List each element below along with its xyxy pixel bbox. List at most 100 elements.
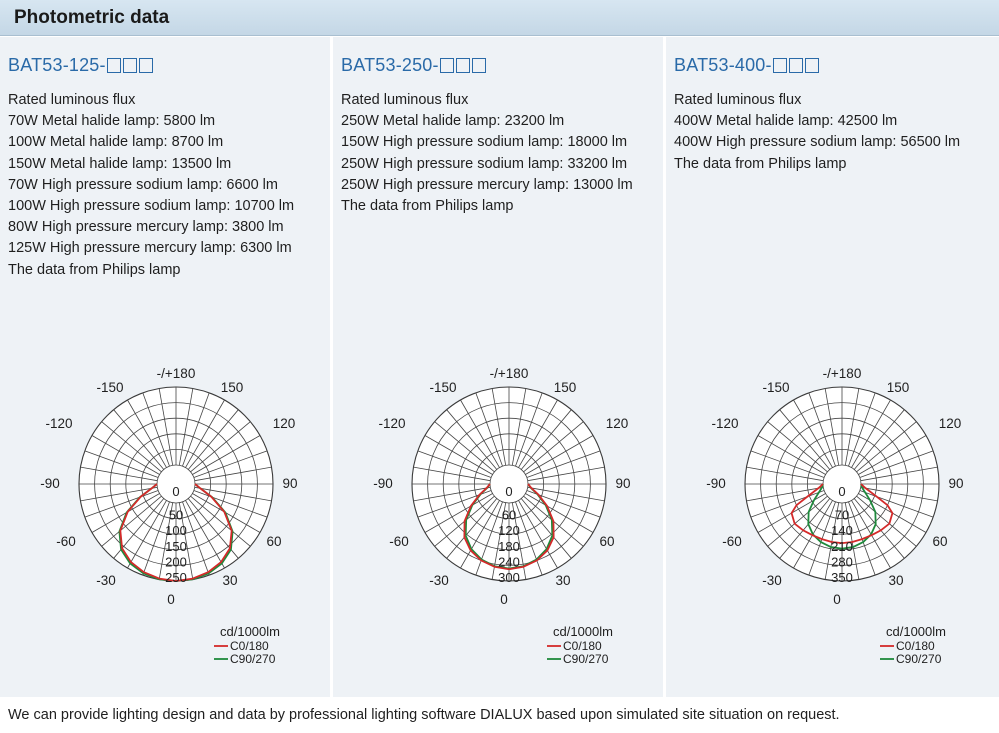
radial-value-label: 60 bbox=[502, 508, 516, 523]
polar-spoke bbox=[515, 392, 543, 467]
polar-spoke bbox=[142, 501, 170, 576]
radial-value-label: 240 bbox=[498, 554, 520, 569]
polar-spoke bbox=[527, 486, 605, 502]
model-suffix-boxes bbox=[439, 55, 488, 76]
angle-label: -/+180 bbox=[823, 366, 862, 381]
flux-line: The data from Philips lamp bbox=[8, 261, 181, 278]
radial-value-label: 0 bbox=[172, 484, 179, 499]
polar-spoke bbox=[525, 435, 594, 475]
angle-label: -30 bbox=[762, 573, 782, 588]
polar-spoke bbox=[113, 409, 165, 470]
polar-spoke bbox=[193, 450, 268, 478]
angle-label: 60 bbox=[266, 534, 281, 549]
polar-spoke bbox=[523, 421, 584, 473]
polar-spoke bbox=[434, 421, 495, 473]
angle-label: 120 bbox=[939, 416, 962, 431]
angle-label: -120 bbox=[45, 416, 72, 431]
polar-spoke bbox=[853, 498, 905, 559]
unit-label: cd/1000lm bbox=[886, 624, 946, 639]
polar-spoke bbox=[520, 498, 572, 559]
legend-c90-270-label: C90/270 bbox=[896, 652, 942, 666]
flux-line: 250W Metal halide lamp: 23200 lm bbox=[341, 113, 565, 130]
polar-spoke bbox=[757, 435, 826, 475]
radial-value-label: 0 bbox=[505, 484, 512, 499]
polar-spoke bbox=[194, 466, 272, 482]
flux-line: Rated luminous flux bbox=[341, 92, 469, 108]
polar-spoke bbox=[518, 500, 558, 569]
model-code-text: BAT53-125- bbox=[8, 55, 106, 75]
polar-spoke bbox=[182, 501, 210, 576]
flux-list: Rated luminous flux 400W Metal halide la… bbox=[674, 90, 960, 175]
product-panel-400: BAT53-400- Rated luminous flux 400W Meta… bbox=[666, 37, 999, 697]
curve-c0-180 bbox=[119, 483, 233, 582]
polar-spoke bbox=[80, 466, 158, 482]
polar-spoke bbox=[190, 495, 251, 547]
radial-value-label: 300 bbox=[498, 570, 520, 585]
flux-line: 400W Metal halide lamp: 42500 lm bbox=[674, 113, 898, 130]
legend-c90-270-label: C90/270 bbox=[230, 652, 276, 666]
model-suffix-boxes bbox=[106, 55, 155, 76]
angle-label: 120 bbox=[606, 416, 629, 431]
radial-value-label: 70 bbox=[835, 508, 849, 523]
flux-line: 100W Metal halide lamp: 8700 lm bbox=[8, 134, 224, 151]
angle-label: 60 bbox=[932, 534, 947, 549]
polar-spoke bbox=[424, 493, 493, 533]
angle-label: -60 bbox=[389, 534, 409, 549]
flux-line: The data from Philips lamp bbox=[674, 155, 847, 172]
angle-label: -/+180 bbox=[157, 366, 196, 381]
polar-spoke bbox=[446, 409, 498, 470]
curve-c0-180 bbox=[790, 483, 894, 545]
polar-spoke bbox=[746, 486, 824, 502]
polar-spoke bbox=[178, 388, 194, 466]
radial-value-label: 180 bbox=[498, 539, 520, 554]
polar-spoke bbox=[844, 388, 860, 466]
polar-spoke bbox=[767, 495, 828, 547]
polar-spoke bbox=[520, 409, 572, 470]
polar-spoke bbox=[859, 490, 934, 518]
polar-spoke bbox=[779, 498, 831, 559]
angle-label: 150 bbox=[221, 380, 244, 395]
polar-spoke bbox=[413, 466, 491, 482]
polar-spoke bbox=[808, 392, 836, 467]
model-code: BAT53-250- bbox=[341, 55, 488, 76]
polar-spoke bbox=[446, 498, 498, 559]
polar-spoke bbox=[192, 435, 261, 475]
angle-label: -90 bbox=[373, 476, 393, 491]
polar-spoke bbox=[750, 490, 825, 518]
angle-label: -120 bbox=[378, 416, 405, 431]
polar-spoke bbox=[779, 409, 831, 470]
polar-spoke bbox=[518, 399, 558, 468]
radial-value-label: 150 bbox=[165, 539, 187, 554]
polar-spoke bbox=[158, 388, 174, 466]
polar-spoke bbox=[851, 399, 891, 468]
section-header: Photometric data bbox=[0, 0, 999, 36]
flux-line: 125W High pressure mercury lamp: 6300 lm bbox=[8, 240, 292, 257]
polar-spoke bbox=[525, 493, 594, 533]
radial-value-label: 350 bbox=[831, 570, 853, 585]
flux-line: 400W High pressure sodium lamp: 56500 lm bbox=[674, 134, 961, 151]
angle-label: -/+180 bbox=[490, 366, 529, 381]
angle-label: 0 bbox=[500, 592, 508, 607]
flux-line: 250W High pressure sodium lamp: 33200 lm bbox=[341, 155, 628, 172]
angle-label: -30 bbox=[96, 573, 116, 588]
angle-label: 90 bbox=[615, 476, 630, 491]
flux-line: 70W Metal halide lamp: 5800 lm bbox=[8, 113, 216, 130]
polar-spoke bbox=[460, 500, 500, 569]
legend-c0-180-label: C0/180 bbox=[896, 639, 935, 653]
polar-grid bbox=[78, 386, 274, 582]
angle-label: -90 bbox=[706, 476, 726, 491]
model-suffix-boxes bbox=[772, 55, 821, 76]
polar-spoke bbox=[185, 500, 225, 569]
radial-value-label: 210 bbox=[831, 539, 853, 554]
product-panel-250: BAT53-250- Rated luminous flux 250W Meta… bbox=[333, 37, 663, 697]
polar-spoke bbox=[413, 486, 491, 502]
flux-line: 80W High pressure mercury lamp: 3800 lm bbox=[8, 219, 284, 236]
radial-value-label: 250 bbox=[165, 570, 187, 585]
polar-spoke bbox=[193, 490, 268, 518]
polar-spoke bbox=[127, 500, 167, 569]
flux-line: 70W High pressure sodium lamp: 6600 lm bbox=[8, 176, 278, 193]
section-title: Photometric data bbox=[14, 7, 170, 28]
